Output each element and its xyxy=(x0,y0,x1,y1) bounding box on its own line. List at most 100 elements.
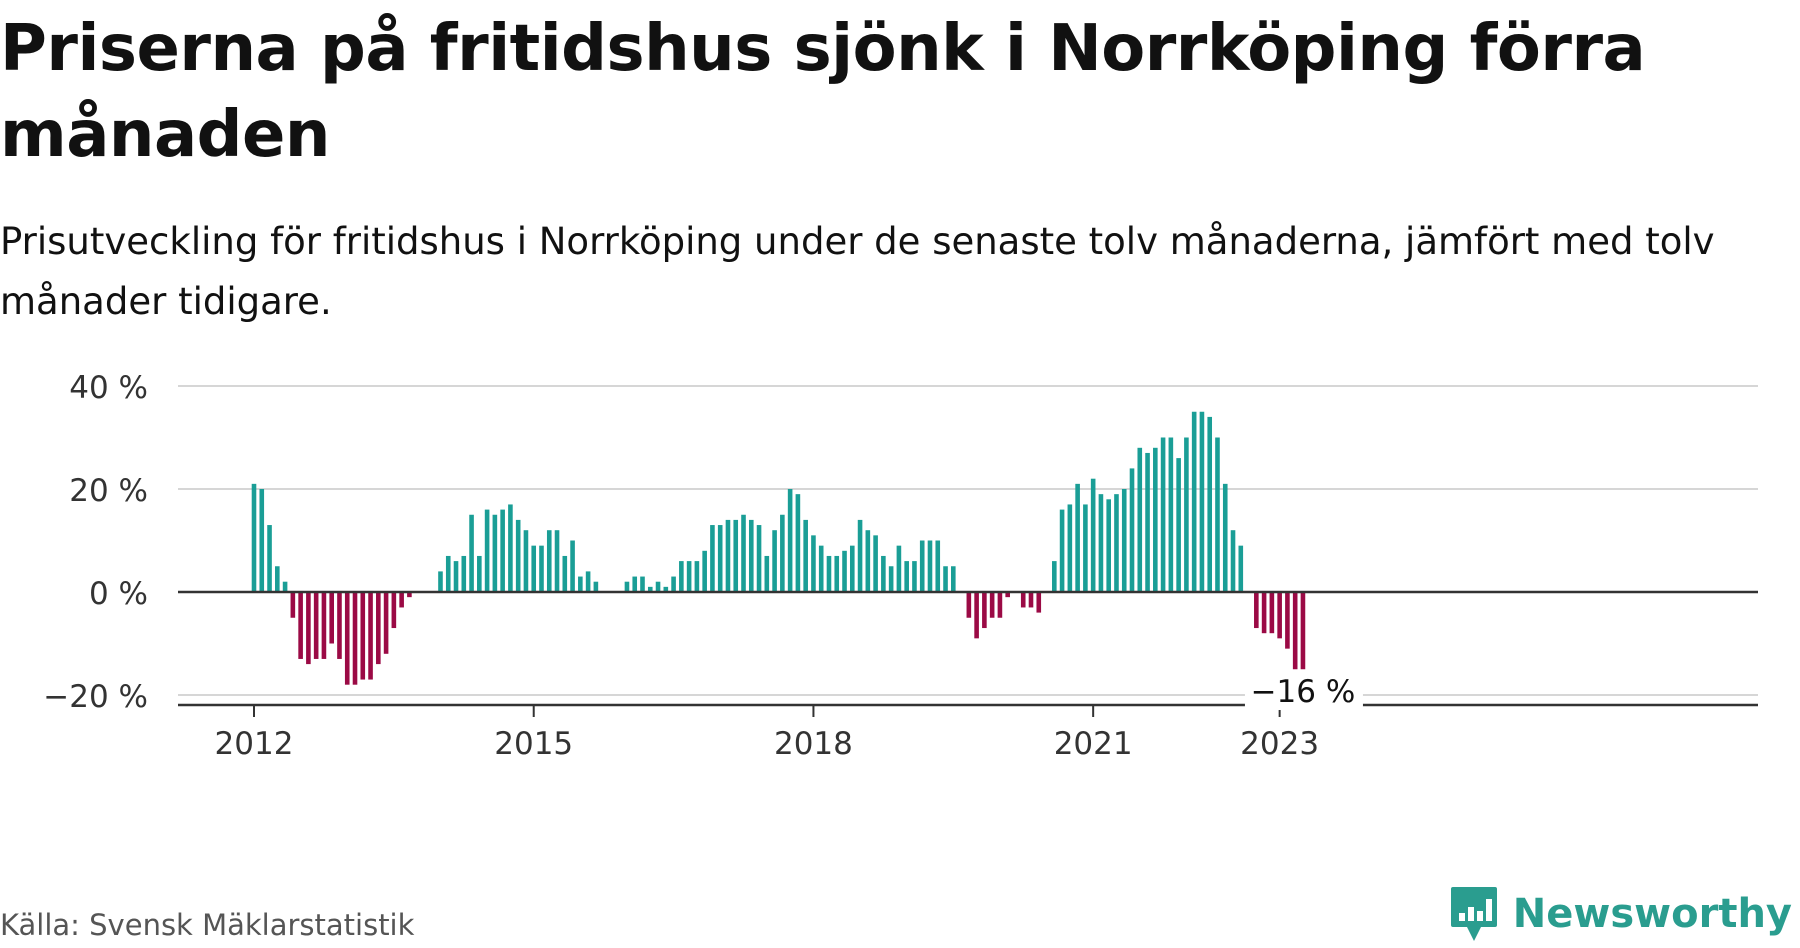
bar xyxy=(523,530,529,592)
bar xyxy=(352,592,358,685)
bar xyxy=(927,540,933,592)
x-tick-label: 2012 xyxy=(215,726,294,760)
bar xyxy=(663,586,669,592)
bar xyxy=(337,592,342,659)
x-tick-label: 2015 xyxy=(494,726,573,760)
bar xyxy=(546,530,552,592)
bar xyxy=(570,540,575,592)
bar xyxy=(306,592,311,665)
bar xyxy=(1005,592,1010,598)
bar xyxy=(329,592,334,644)
bar xyxy=(383,592,389,654)
bar xyxy=(1184,437,1189,592)
bar xyxy=(733,519,739,592)
bar xyxy=(1121,489,1127,592)
bar xyxy=(1292,592,1298,670)
annotation-label: −16 % xyxy=(1251,674,1356,710)
bar xyxy=(989,592,995,618)
bar xyxy=(290,592,296,618)
x-tick-label: 2021 xyxy=(1054,726,1133,760)
bar xyxy=(453,561,459,592)
bar xyxy=(671,576,676,592)
bar xyxy=(391,592,397,629)
bar xyxy=(1020,592,1026,608)
bar xyxy=(951,566,956,592)
bar xyxy=(1300,592,1306,670)
bar xyxy=(1036,592,1042,613)
bar xyxy=(1059,509,1065,592)
bar xyxy=(741,514,746,592)
x-axis: 2012 2015 2018 2021 2023 xyxy=(178,703,1758,760)
bar xyxy=(1090,478,1096,592)
chart-title: Priserna på fritidshus sjönk i Norrköpin… xyxy=(0,12,1646,172)
bar xyxy=(982,592,987,629)
bar xyxy=(943,566,948,592)
bar xyxy=(321,592,327,659)
bar xyxy=(873,535,878,592)
bar xyxy=(1067,504,1073,592)
bar xyxy=(539,545,544,592)
bar-chart: 40 % 20 % 0 % −20 % 2012 2015 2018 2021 2023 −1… xyxy=(43,370,1758,760)
bar xyxy=(849,545,855,592)
y-tick-label: 40 % xyxy=(69,370,148,406)
bar xyxy=(1083,504,1088,592)
bar xyxy=(966,592,972,618)
bar xyxy=(717,525,723,592)
bar xyxy=(881,555,886,592)
bar xyxy=(469,514,474,592)
bar xyxy=(919,540,925,592)
bar xyxy=(1191,411,1197,592)
bar xyxy=(1222,483,1228,592)
bar xyxy=(298,592,303,659)
y-axis-labels: 40 % 20 % 0 % −20 % xyxy=(43,370,148,715)
bar xyxy=(904,561,909,592)
bar xyxy=(1106,499,1111,592)
bar xyxy=(508,504,513,592)
bar xyxy=(772,530,777,592)
bar xyxy=(1129,468,1135,592)
bar xyxy=(344,592,350,685)
bar xyxy=(1160,437,1166,592)
bar xyxy=(764,555,770,592)
annotation-background xyxy=(1244,670,1363,710)
y-tick-label: −20 % xyxy=(43,679,148,715)
bar xyxy=(974,592,979,639)
bar xyxy=(1215,437,1220,592)
y-tick-label: 0 % xyxy=(89,576,148,612)
bar xyxy=(725,519,731,592)
bar xyxy=(787,489,793,592)
bar xyxy=(259,489,265,592)
bar xyxy=(461,555,467,592)
bar xyxy=(842,550,847,592)
bar xyxy=(445,555,451,592)
gridlines xyxy=(178,385,1758,696)
bar xyxy=(407,592,412,598)
x-tick-label: 2023 xyxy=(1240,726,1319,760)
bar xyxy=(368,592,373,680)
bar xyxy=(686,561,692,592)
bar xyxy=(515,519,521,592)
bar xyxy=(997,592,1003,618)
bar xyxy=(624,581,630,592)
bar xyxy=(1168,437,1174,592)
bar xyxy=(888,566,894,592)
bar xyxy=(857,519,863,592)
bar xyxy=(1145,452,1150,592)
bar xyxy=(1254,592,1259,629)
bar xyxy=(1285,592,1290,649)
bar xyxy=(912,561,917,592)
bar xyxy=(756,525,762,592)
bar xyxy=(811,535,816,592)
bar xyxy=(1277,592,1282,639)
bar xyxy=(1261,592,1267,634)
bars xyxy=(178,411,1758,685)
bar xyxy=(1207,416,1213,592)
bar xyxy=(376,592,381,665)
bar xyxy=(1098,494,1104,592)
bar xyxy=(1238,545,1244,592)
bar xyxy=(313,592,319,659)
bar xyxy=(275,566,280,592)
bar xyxy=(360,592,366,680)
bar xyxy=(834,555,840,592)
bar xyxy=(795,494,801,592)
